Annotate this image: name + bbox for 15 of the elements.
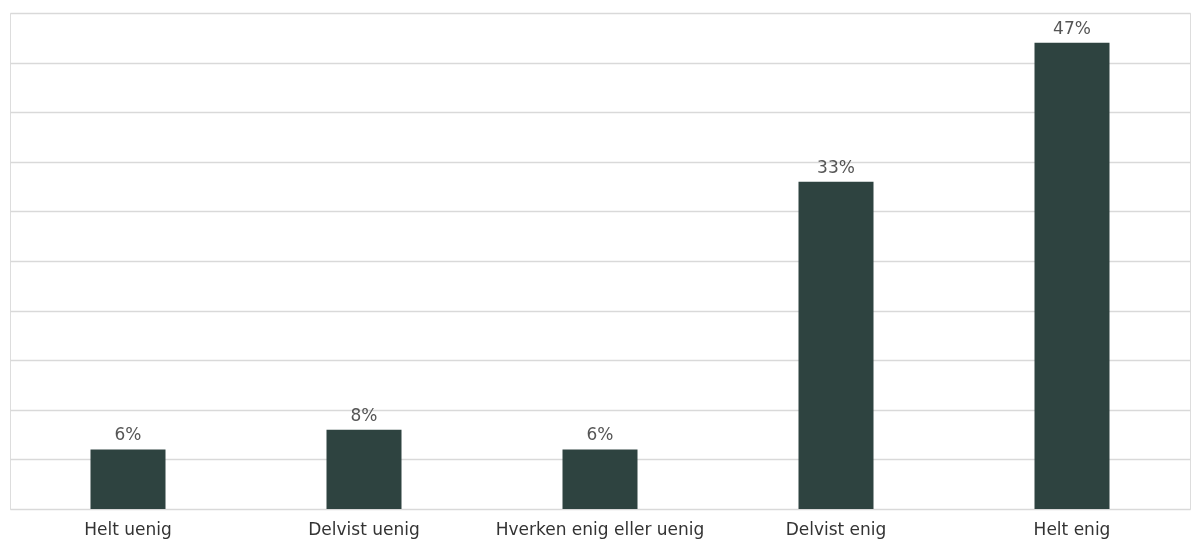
data-label: 6%	[586, 424, 614, 445]
bar	[562, 449, 638, 509]
x-tick-label: Hverken enig eller uenig	[495, 518, 705, 539]
data-label: 33%	[817, 156, 855, 177]
bar	[1034, 42, 1110, 509]
x-tick-label: Delvist enig	[785, 518, 887, 539]
data-label: 6%	[114, 424, 142, 445]
bar	[90, 449, 166, 509]
data-label: 8%	[350, 404, 378, 425]
x-tick-label: Helt uenig	[84, 518, 172, 539]
x-tick-label: Delvist uenig	[308, 518, 420, 539]
bar	[798, 181, 874, 509]
x-tick-label: Helt enig	[1033, 518, 1111, 539]
bar	[326, 429, 402, 509]
data-label: 47%	[1053, 17, 1091, 38]
